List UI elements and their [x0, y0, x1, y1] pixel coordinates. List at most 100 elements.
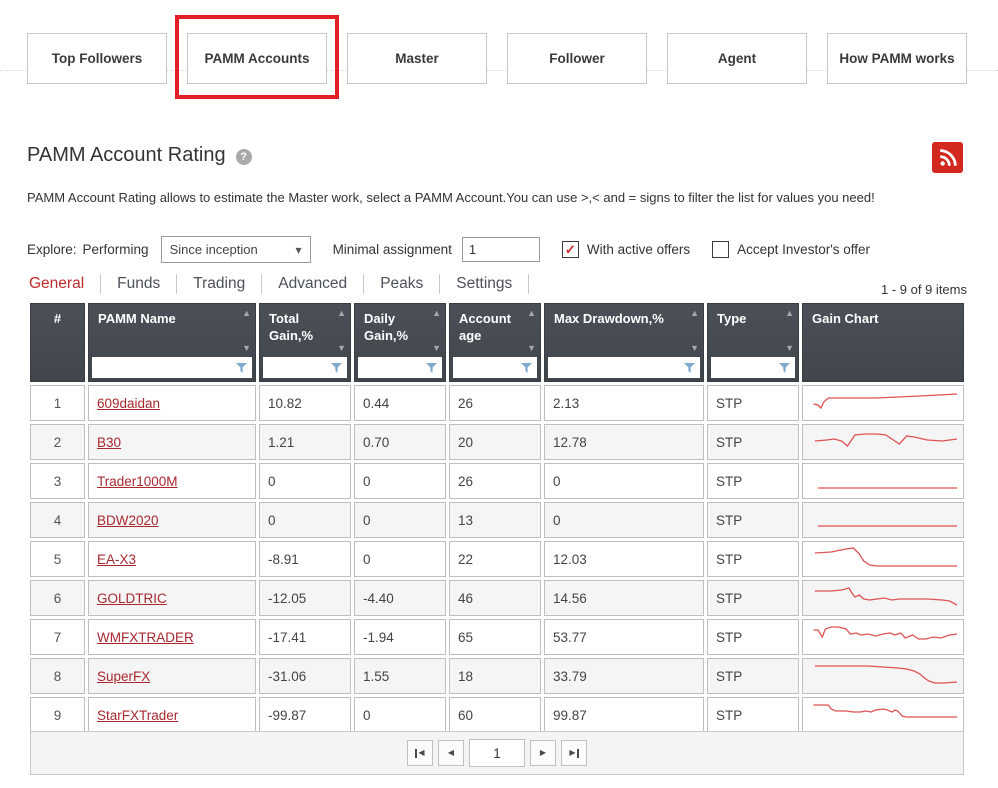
row-index: 2 [30, 424, 85, 460]
help-icon[interactable]: ? [235, 149, 252, 165]
total-gain-value: 0 [259, 463, 351, 499]
total-gain-value: 0 [259, 502, 351, 538]
daily-gain-value: 0 [354, 541, 446, 577]
sort-asc-icon[interactable]: ▲ [337, 308, 346, 318]
filter-input-account-age[interactable] [453, 357, 537, 378]
filter-funnel-icon[interactable] [521, 363, 532, 373]
arrow-right-icon: ▶ [569, 748, 576, 757]
sort-desc-icon[interactable]: ▼ [242, 343, 251, 353]
filter-input-max-drawdown[interactable] [548, 357, 700, 378]
filter-input-daily-gain[interactable] [358, 357, 442, 378]
accept-investors-offer-checkbox[interactable]: Accept Investor's offer [712, 241, 870, 258]
column-header-gain-chart: Gain Chart [802, 303, 964, 382]
type-value: STP [707, 463, 799, 499]
daily-gain-value: 1.55 [354, 658, 446, 694]
table-row: 4 BDW2020 0 0 13 0 STP [30, 502, 964, 538]
max-drawdown-value: 2.13 [544, 385, 704, 421]
filter-funnel-icon[interactable] [236, 363, 247, 373]
nav-button-agent[interactable]: Agent [667, 33, 807, 84]
nav-button-master[interactable]: Master [347, 33, 487, 84]
sort-desc-icon[interactable]: ▼ [432, 343, 441, 353]
period-select[interactable]: Since inception ▾ [160, 236, 311, 263]
page-number-input[interactable] [469, 739, 525, 767]
column-header-daily-gain[interactable]: Daily Gain,% ▲ ▼ [354, 303, 446, 382]
pamm-name-link[interactable]: StarFXTrader [97, 707, 179, 723]
max-drawdown-value: 99.87 [544, 697, 704, 733]
sort-asc-icon[interactable]: ▲ [527, 308, 536, 318]
minimal-assignment-input[interactable] [461, 237, 540, 262]
column-header-type[interactable]: Type ▲ ▼ [707, 303, 799, 382]
pamm-name-link[interactable]: B30 [97, 434, 122, 450]
column-header-total-gain[interactable]: Total Gain,% ▲ ▼ [259, 303, 351, 382]
filter-funnel-icon[interactable] [779, 363, 790, 373]
with-active-offers-checkbox[interactable]: ✓ With active offers [561, 241, 690, 258]
gain-chart-sparkline [802, 385, 964, 421]
account-age-value: 46 [449, 580, 541, 616]
tab-funds[interactable]: Funds [101, 274, 178, 294]
type-value: STP [707, 502, 799, 538]
tab-general[interactable]: General [27, 274, 102, 294]
filter-funnel-icon[interactable] [684, 363, 695, 373]
total-gain-value: -12.05 [259, 580, 351, 616]
filter-funnel-icon[interactable] [331, 363, 342, 373]
max-drawdown-value: 0 [544, 463, 704, 499]
daily-gain-value: 0.70 [354, 424, 446, 460]
column-header-account-age[interactable]: Account age ▲ ▼ [449, 303, 541, 382]
tab-trading[interactable]: Trading [177, 274, 263, 294]
tab-advanced[interactable]: Advanced [262, 274, 365, 294]
sort-desc-icon[interactable]: ▼ [785, 343, 794, 353]
daily-gain-value: 0 [354, 463, 446, 499]
filter-input-pamm-name[interactable] [92, 357, 252, 378]
table-row: 7 WMFXTRADER -17.41 -1.94 65 53.77 STP [30, 619, 964, 655]
type-value: STP [707, 541, 799, 577]
pamm-name-link[interactable]: WMFXTRADER [97, 629, 194, 645]
explore-label: Explore: [27, 242, 77, 257]
sort-desc-icon[interactable]: ▼ [527, 343, 536, 353]
account-age-value: 60 [449, 697, 541, 733]
max-drawdown-value: 0 [544, 502, 704, 538]
gain-chart-sparkline [802, 580, 964, 616]
sort-asc-icon[interactable]: ▲ [432, 308, 441, 318]
filter-input-type[interactable] [711, 357, 795, 378]
pamm-name-link[interactable]: BDW2020 [97, 512, 159, 528]
previous-page-button[interactable]: ◀ [438, 740, 464, 766]
gain-chart-sparkline [802, 658, 964, 694]
gain-chart-sparkline [802, 463, 964, 499]
items-count: 1 - 9 of 9 items [881, 282, 967, 297]
type-value: STP [707, 580, 799, 616]
nav-button-how-pamm-works[interactable]: How PAMM works [827, 33, 967, 84]
performing-label: Performing [82, 242, 149, 257]
sort-desc-icon[interactable]: ▼ [690, 343, 699, 353]
next-page-button[interactable]: ▶ [530, 740, 556, 766]
sort-desc-icon[interactable]: ▼ [337, 343, 346, 353]
type-value: STP [707, 619, 799, 655]
pamm-name-link[interactable]: Trader1000M [97, 473, 178, 489]
checkbox-unchecked-icon [712, 241, 730, 258]
last-page-button[interactable]: ▶ [561, 740, 587, 766]
total-gain-value: 1.21 [259, 424, 351, 460]
type-value: STP [707, 658, 799, 694]
pamm-name-link[interactable]: SuperFX [97, 668, 151, 684]
rss-icon[interactable] [932, 142, 963, 173]
column-header-max-drawdown[interactable]: Max Drawdown,% ▲ ▼ [544, 303, 704, 382]
account-age-value: 13 [449, 502, 541, 538]
sort-asc-icon[interactable]: ▲ [785, 308, 794, 318]
table-row: 3 Trader1000M 0 0 26 0 STP [30, 463, 964, 499]
rss-glyph [939, 148, 957, 166]
filter-funnel-icon[interactable] [426, 363, 437, 373]
sort-asc-icon[interactable]: ▲ [242, 308, 251, 318]
column-header-pamm-name[interactable]: PAMM Name ▲ ▼ [88, 303, 256, 382]
tab-peaks[interactable]: Peaks [364, 274, 441, 294]
nav-button-pamm-accounts[interactable]: PAMM Accounts [187, 33, 327, 84]
filter-input-total-gain[interactable] [263, 357, 347, 378]
pamm-name-link[interactable]: 609daidan [97, 395, 161, 411]
nav-button-follower[interactable]: Follower [507, 33, 647, 84]
pamm-name-link[interactable]: GOLDTRIC [97, 590, 167, 606]
pamm-name-link[interactable]: EA-X3 [97, 551, 137, 567]
first-page-button[interactable]: ◀ [407, 740, 433, 766]
sort-asc-icon[interactable]: ▲ [690, 308, 699, 318]
tab-settings[interactable]: Settings [440, 274, 530, 294]
nav-button-top-followers[interactable]: Top Followers [27, 33, 167, 84]
max-drawdown-value: 33.79 [544, 658, 704, 694]
